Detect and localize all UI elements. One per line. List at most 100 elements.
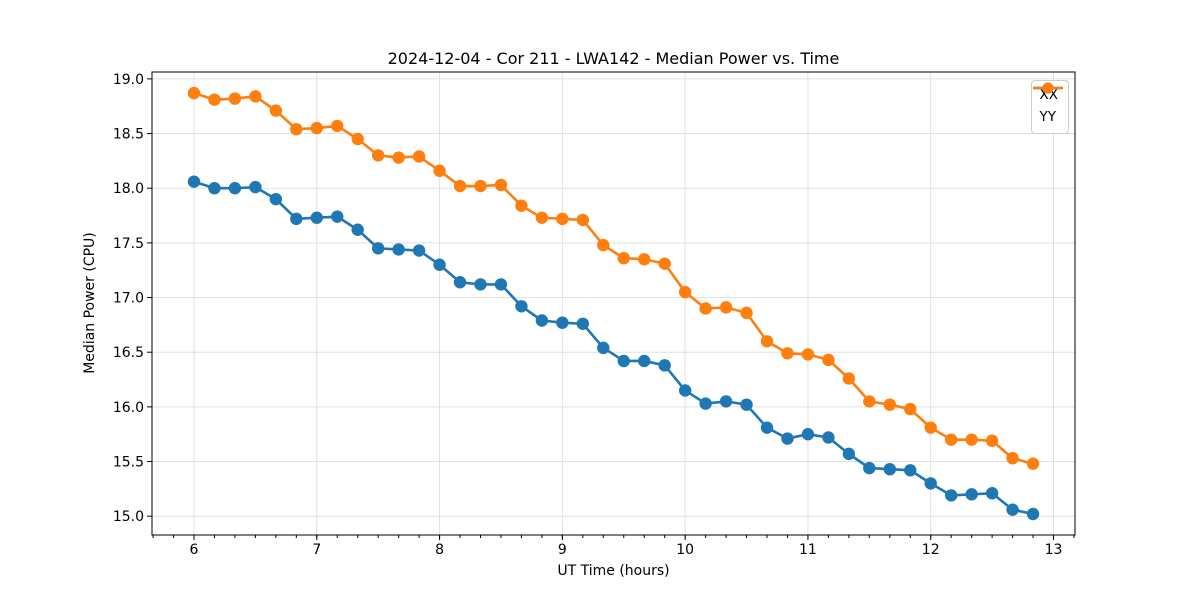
data-point-xx bbox=[331, 210, 344, 223]
data-point-yy bbox=[842, 372, 856, 385]
data-point-yy bbox=[985, 434, 999, 447]
data-point-yy bbox=[924, 421, 937, 434]
data-point-yy bbox=[740, 306, 753, 320]
y-axis-label-text: Median Power (CPU) bbox=[82, 232, 98, 374]
data-point-xx bbox=[290, 212, 303, 226]
legend-item-yy: YY bbox=[1032, 82, 1063, 128]
y-tick-label: 17.0 bbox=[113, 291, 144, 307]
data-point-xx bbox=[392, 243, 405, 256]
data-point-yy bbox=[658, 257, 671, 270]
data-point-yy bbox=[351, 132, 364, 146]
data-point-xx bbox=[760, 421, 774, 434]
data-point-yy bbox=[187, 86, 201, 100]
y-tick-label: 15.5 bbox=[113, 455, 144, 471]
data-point-yy bbox=[1026, 457, 1040, 470]
data-point-yy bbox=[638, 253, 651, 266]
data-point-yy bbox=[822, 353, 835, 367]
data-point-xx bbox=[474, 278, 487, 291]
axes-frame bbox=[151, 71, 1076, 536]
chart-title: 2024-12-04 - Cor 211 - LWA142 - Median P… bbox=[387, 49, 840, 68]
data-point-xx bbox=[965, 488, 978, 501]
legend-marker-yy bbox=[1032, 82, 1063, 94]
data-point-yy bbox=[371, 149, 385, 162]
data-point-yy bbox=[576, 213, 590, 227]
legend-label-yy: YY bbox=[1039, 109, 1057, 126]
data-point-xx bbox=[351, 223, 364, 236]
data-point-xx bbox=[556, 316, 569, 329]
data-point-xx bbox=[412, 244, 426, 257]
y-tick-label: 18.5 bbox=[113, 127, 144, 143]
data-point-xx bbox=[924, 477, 937, 490]
data-point-xx bbox=[1026, 507, 1040, 521]
data-point-yy bbox=[556, 212, 569, 226]
y-tick-label: 17.5 bbox=[113, 236, 144, 252]
data-point-yy bbox=[290, 122, 303, 136]
data-point-yy bbox=[883, 398, 896, 411]
data-point-yy bbox=[678, 285, 692, 299]
data-point-xx bbox=[515, 300, 528, 313]
data-point-xx bbox=[535, 314, 549, 327]
y-tick-label: 18.0 bbox=[113, 181, 144, 197]
data-point-yy bbox=[1006, 452, 1019, 465]
data-point-xx bbox=[801, 428, 815, 441]
data-point-xx bbox=[310, 211, 323, 224]
data-point-xx bbox=[249, 180, 262, 194]
x-axis-label: UT Time (hours) bbox=[557, 563, 670, 579]
x-tick-label: 9 bbox=[558, 542, 567, 558]
data-point-yy bbox=[208, 93, 221, 106]
data-point-yy bbox=[904, 402, 917, 416]
data-point-yy bbox=[781, 347, 794, 360]
data-point-xx bbox=[944, 489, 958, 502]
x-tick-label: 7 bbox=[312, 542, 321, 558]
y-tick-label: 19.0 bbox=[113, 72, 144, 88]
legend: XX YY bbox=[1030, 80, 1069, 134]
data-point-xx bbox=[269, 192, 283, 206]
data-point-xx bbox=[453, 276, 467, 289]
data-point-yy bbox=[310, 121, 323, 135]
x-tick-label: 6 bbox=[190, 542, 199, 558]
data-point-xx bbox=[678, 384, 692, 397]
y-tick-label: 15.0 bbox=[113, 509, 144, 525]
data-point-xx bbox=[863, 461, 876, 475]
data-point-xx bbox=[740, 398, 753, 411]
data-point-yy bbox=[228, 92, 242, 105]
data-point-yy bbox=[453, 179, 467, 193]
data-point-yy bbox=[617, 251, 630, 265]
data-point-xx bbox=[617, 354, 630, 368]
data-point-xx bbox=[658, 359, 671, 372]
data-point-xx bbox=[904, 464, 917, 477]
data-point-yy bbox=[433, 164, 446, 177]
data-point-xx bbox=[638, 354, 651, 368]
data-point-yy bbox=[944, 433, 958, 446]
x-tick-label: 11 bbox=[799, 542, 817, 558]
data-point-yy bbox=[760, 335, 774, 348]
data-point-yy bbox=[965, 433, 978, 446]
data-point-yy bbox=[699, 302, 712, 315]
y-tick-label: 16.5 bbox=[113, 345, 144, 361]
data-point-xx bbox=[699, 397, 712, 410]
data-point-xx bbox=[719, 395, 733, 408]
x-tick-label: 12 bbox=[922, 542, 940, 558]
series-line-xx bbox=[192, 180, 1035, 516]
x-tick-label: 8 bbox=[435, 542, 444, 558]
data-point-xx bbox=[494, 278, 508, 291]
data-point-xx bbox=[842, 447, 856, 461]
data-point-xx bbox=[985, 487, 999, 500]
data-point-xx bbox=[883, 462, 896, 476]
data-point-yy bbox=[515, 199, 528, 212]
data-point-xx bbox=[781, 432, 794, 445]
data-point-yy bbox=[535, 211, 549, 224]
data-point-xx bbox=[822, 431, 835, 444]
data-point-yy bbox=[269, 104, 283, 117]
data-point-yy bbox=[412, 150, 426, 163]
y-tick-label: 16.0 bbox=[113, 400, 144, 416]
data-point-yy bbox=[474, 179, 487, 193]
data-point-yy bbox=[597, 238, 610, 252]
data-point-xx bbox=[208, 182, 221, 195]
data-point-yy bbox=[392, 151, 405, 164]
data-point-yy bbox=[249, 90, 262, 103]
data-point-yy bbox=[719, 301, 733, 314]
x-tick-label: 13 bbox=[1045, 542, 1063, 558]
data-point-xx bbox=[228, 182, 242, 195]
